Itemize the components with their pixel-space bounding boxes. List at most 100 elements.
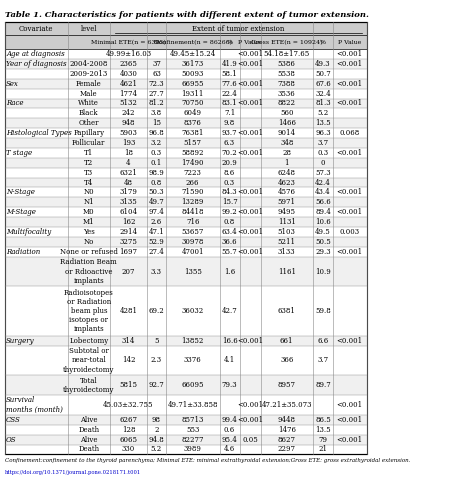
Text: 82277: 82277: [182, 435, 204, 444]
Text: 4: 4: [126, 159, 131, 167]
Text: Subtotal or
near-total
thyroidectomy: Subtotal or near-total thyroidectomy: [63, 347, 115, 374]
Text: 58892: 58892: [182, 149, 204, 157]
Text: Follicular: Follicular: [72, 139, 106, 147]
Text: <0.001: <0.001: [337, 416, 363, 424]
Text: Extent of tumor extension: Extent of tumor extension: [192, 25, 284, 33]
Bar: [5, 22, 366, 35]
Text: M1: M1: [83, 218, 95, 226]
Text: 0.3: 0.3: [318, 149, 328, 157]
Text: <0.001: <0.001: [237, 401, 263, 409]
Text: 266: 266: [186, 178, 200, 187]
Text: P Value: P Value: [338, 40, 361, 45]
Text: 49.99±16.03: 49.99±16.03: [105, 50, 152, 58]
Text: <0.001: <0.001: [237, 416, 263, 424]
Text: 13289: 13289: [182, 198, 204, 207]
Text: 314: 314: [122, 337, 135, 345]
Text: 9448: 9448: [278, 416, 296, 424]
Text: 99.2: 99.2: [222, 208, 237, 216]
Text: T3: T3: [84, 169, 93, 176]
Text: 6248: 6248: [278, 169, 296, 176]
Text: Race: Race: [6, 100, 24, 107]
Text: CSS: CSS: [6, 416, 21, 424]
Text: 3275: 3275: [119, 238, 137, 246]
Text: 49.3: 49.3: [315, 60, 331, 68]
Text: 5: 5: [154, 337, 159, 345]
Text: <0.001: <0.001: [337, 50, 363, 58]
Text: 27.4: 27.4: [149, 248, 164, 256]
Text: 81.2: 81.2: [149, 100, 164, 107]
Text: Histological Types: Histological Types: [6, 129, 72, 137]
Text: 3.2: 3.2: [151, 139, 162, 147]
Text: 55.7: 55.7: [222, 248, 237, 256]
Bar: [5, 286, 366, 336]
Text: Minimal ETE(n = 6395): Minimal ETE(n = 6395): [91, 40, 166, 45]
Text: T1: T1: [84, 149, 93, 157]
Text: 5815: 5815: [119, 381, 137, 389]
Bar: [5, 375, 366, 395]
Text: 49.71±33.858: 49.71±33.858: [167, 401, 218, 409]
Text: 5538: 5538: [278, 70, 296, 78]
Text: 3.7: 3.7: [318, 139, 328, 147]
Text: White: White: [78, 100, 99, 107]
Text: 22.4: 22.4: [222, 89, 237, 98]
Bar: [5, 336, 366, 346]
Text: 43.4: 43.4: [315, 189, 331, 196]
Text: 366: 366: [280, 357, 293, 364]
Text: 17490: 17490: [182, 159, 204, 167]
Text: <0.001: <0.001: [237, 80, 263, 87]
Text: 54.18±17.65: 54.18±17.65: [264, 50, 310, 58]
Bar: [5, 59, 366, 69]
Text: Multifocality: Multifocality: [6, 228, 51, 236]
Text: 47001: 47001: [182, 248, 204, 256]
Text: 9.8: 9.8: [224, 119, 235, 127]
Text: <0.001: <0.001: [337, 401, 363, 409]
Text: 21: 21: [319, 446, 328, 453]
Text: 53657: 53657: [182, 228, 204, 236]
Text: 36173: 36173: [182, 60, 204, 68]
Bar: [5, 445, 366, 454]
Text: 6104: 6104: [119, 208, 137, 216]
Text: 1466: 1466: [278, 119, 296, 127]
Text: 4621: 4621: [119, 80, 137, 87]
Text: 97.4: 97.4: [149, 208, 164, 216]
Text: <0.001: <0.001: [237, 100, 263, 107]
Text: M-Stage: M-Stage: [6, 208, 36, 216]
Text: 661: 661: [280, 337, 293, 345]
Text: <0.001: <0.001: [337, 100, 363, 107]
Text: 93.7: 93.7: [222, 129, 237, 137]
Text: <0.001: <0.001: [337, 80, 363, 87]
Text: 348: 348: [280, 139, 293, 147]
Text: <0.001: <0.001: [237, 208, 263, 216]
Bar: [5, 434, 366, 445]
Text: 0.8: 0.8: [151, 178, 162, 187]
Bar: [5, 118, 366, 128]
Bar: [5, 257, 366, 286]
Text: 4281: 4281: [119, 307, 137, 315]
Text: 56.6: 56.6: [315, 198, 331, 207]
Text: 8957: 8957: [278, 381, 296, 389]
Bar: [5, 158, 366, 168]
Text: 0.1: 0.1: [151, 159, 162, 167]
Text: 15.7: 15.7: [222, 198, 237, 207]
Bar: [5, 177, 366, 188]
Text: 3.3: 3.3: [151, 267, 162, 276]
Text: 67.6: 67.6: [315, 80, 331, 87]
Text: 0.6: 0.6: [224, 426, 235, 434]
Bar: [5, 346, 366, 375]
Text: 96.8: 96.8: [149, 129, 164, 137]
Text: 5103: 5103: [278, 228, 296, 236]
Text: 72.3: 72.3: [149, 80, 164, 87]
Text: 20.9: 20.9: [222, 159, 237, 167]
Text: 5.2: 5.2: [317, 109, 328, 117]
Text: <0.001: <0.001: [337, 337, 363, 345]
Text: N0: N0: [83, 189, 94, 196]
Text: 4623: 4623: [278, 178, 296, 187]
Text: 7223: 7223: [184, 169, 201, 176]
Text: 142: 142: [122, 357, 135, 364]
Text: 18: 18: [124, 149, 133, 157]
Text: 63: 63: [152, 70, 161, 78]
Text: Radiation Beam
or Rdioactive
implants: Radiation Beam or Rdioactive implants: [60, 259, 117, 285]
Text: Total
thyroidectomy: Total thyroidectomy: [63, 377, 115, 394]
Text: Gross ETE(n = 10924): Gross ETE(n = 10924): [251, 40, 322, 45]
Text: 5211: 5211: [278, 238, 296, 246]
